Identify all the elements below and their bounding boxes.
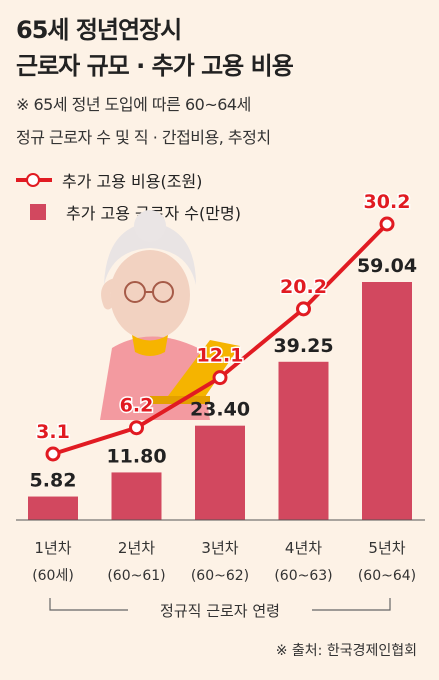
- title-line-2: 근로자 규모 · 추가 고용 비용: [16, 52, 294, 80]
- worker-illustration: [100, 210, 240, 420]
- legend-line-swatch: [16, 173, 52, 187]
- line-value-label-3: 12.1: [197, 345, 244, 367]
- x-tick-label-5: 5년차: [368, 539, 405, 557]
- bar-1: [28, 496, 78, 520]
- bar-5: [362, 282, 412, 520]
- bar-value-label-4: 39.25: [273, 335, 333, 357]
- x-tick-label-1: 1년차: [34, 539, 71, 557]
- x-tick-sublabel-5: (60~64): [358, 568, 416, 584]
- chart-title: 65세 정년연장시 근로자 규모 · 추가 고용 비용: [16, 12, 294, 84]
- x-tick-label-4: 4년차: [285, 539, 322, 557]
- x-tick-label-2: 2년차: [118, 539, 155, 557]
- line-point-4: [296, 301, 311, 317]
- x-tick-sublabel-3: (60~62): [191, 568, 249, 584]
- axis-title-bg: [128, 598, 312, 622]
- line-point-2: [129, 420, 144, 436]
- bar-4: [278, 361, 329, 520]
- subtitle-line-2: 정규 근로자 수 및 직 · 간접비용, 추정치: [16, 128, 271, 147]
- x-tick-label-3: 3년차: [201, 539, 238, 557]
- bar-value-label-1: 5.82: [30, 470, 77, 492]
- legend-bar-swatch: [30, 204, 46, 220]
- line-point-1: [45, 446, 61, 462]
- line-value-label-5: 30.2: [364, 191, 411, 213]
- x-tick-sublabel-4: (60~63): [274, 568, 332, 584]
- bar-3: [195, 425, 245, 520]
- title-line-1: 65세 정년연장시: [16, 16, 182, 44]
- bar-value-label-2: 11.80: [106, 445, 166, 467]
- bar-value-label-5: 59.04: [357, 255, 417, 277]
- x-tick-sublabel-2: (60~61): [107, 568, 165, 584]
- legend-item-line: 추가 고용 비용(조원): [16, 164, 241, 196]
- line-value-label-1: 3.1: [36, 421, 70, 443]
- line-point-5: [379, 216, 395, 232]
- subtitle-line-1: ※ 65세 정년 도입에 따른 60~64세: [16, 95, 251, 114]
- bar-2: [111, 472, 162, 520]
- line-value-label-4: 20.2: [280, 276, 327, 298]
- line-point-3: [212, 370, 228, 386]
- bar-value-label-3: 23.40: [190, 399, 250, 421]
- x-axis-title: 정규직 근로자 연령: [160, 602, 280, 620]
- source-note: ※ 출처: 한국경제인협회: [275, 643, 417, 659]
- chart-subtitle: ※ 65세 정년 도입에 따른 60~64세 정규 근로자 수 및 직 · 간접…: [16, 88, 271, 154]
- x-tick-sublabel-1: (60세): [32, 568, 74, 584]
- legend-line-label: 추가 고용 비용(조원): [62, 172, 203, 191]
- line-value-label-2: 6.2: [120, 395, 154, 417]
